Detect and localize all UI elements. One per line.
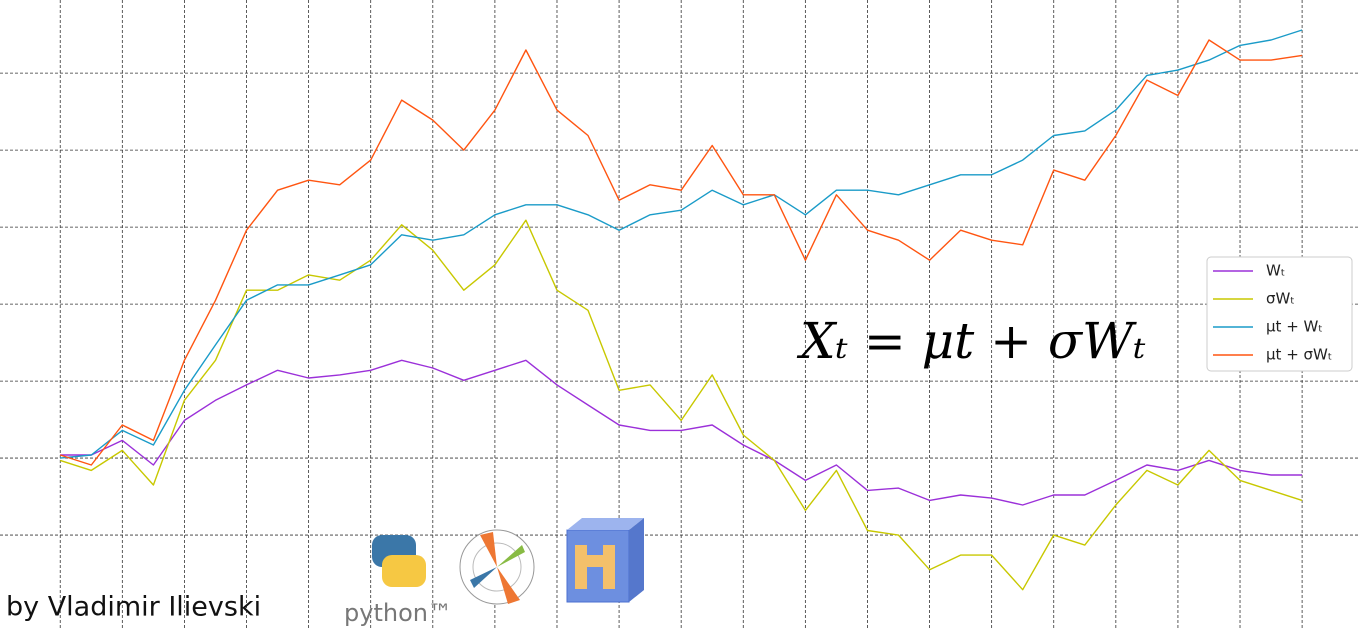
legend: Wₜ σWₜ μt + Wₜ μt + σWₜ (1206, 256, 1353, 372)
wedge (497, 567, 520, 604)
legend-label: σWₜ (1266, 290, 1295, 308)
cube-n (603, 545, 615, 589)
polar-ring (472, 542, 522, 592)
cube-top (567, 518, 644, 530)
python-snake-yellow (382, 555, 426, 587)
wedge (480, 532, 497, 567)
numpy-logo (566, 518, 644, 603)
series-line (60, 359, 1303, 506)
legend-box (1206, 256, 1353, 372)
python-logo: python™ (344, 535, 452, 627)
series-line (59, 39, 1303, 466)
legend-label: Wₜ (1266, 262, 1285, 280)
cube-side (629, 518, 644, 602)
cube-n (587, 555, 603, 567)
legend-label: μt + Wₜ (1266, 318, 1323, 336)
credit: by Vladimir Ilievski (6, 592, 261, 623)
series-line (60, 29, 1303, 459)
wedge (470, 567, 497, 588)
legend-label: μt + σWₜ (1266, 346, 1332, 364)
python-text: python™ (344, 599, 452, 627)
cube-n (575, 545, 587, 589)
matplotlib-logo (459, 529, 535, 605)
wedge (497, 545, 525, 567)
formula: Xₜ = μt + σWₜ (796, 312, 1146, 370)
lines (59, 29, 1303, 591)
